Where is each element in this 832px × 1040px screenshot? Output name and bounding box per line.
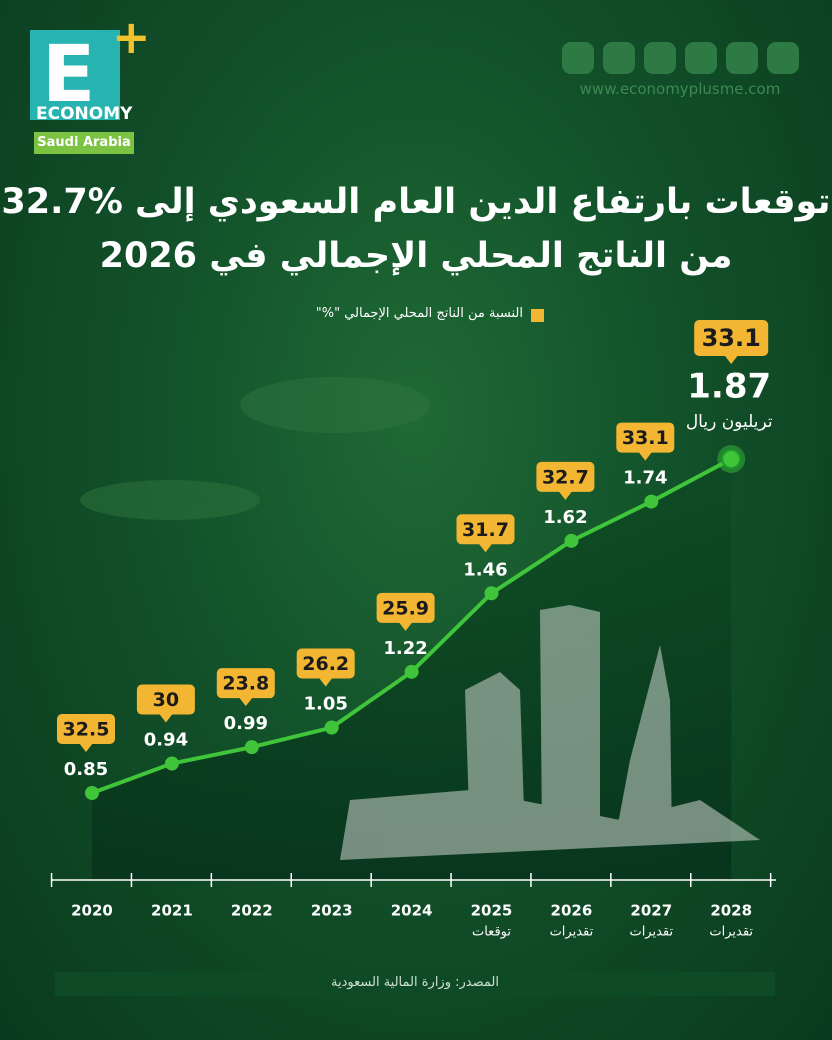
badge-pointer (158, 713, 173, 723)
legend-label: النسبة من الناتج المحلي الإجمالي "%" (315, 306, 523, 321)
badge-pointer (238, 697, 253, 707)
point (244, 740, 259, 755)
badge-pointer (398, 621, 413, 631)
x-tick-label: 2028 (710, 902, 752, 920)
category-note: تقديرات (629, 925, 673, 940)
x-tick-label: 2022 (231, 902, 273, 920)
skyline (340, 605, 760, 860)
value-label: 1.87 (687, 367, 771, 407)
badge-pointer (478, 543, 493, 553)
badge-pointer (318, 677, 333, 687)
point (644, 494, 659, 509)
source-bar (55, 972, 775, 996)
chart-subtitle: من الناتج المحلي الإجمالي في 2026 (99, 236, 733, 276)
source: المصدر: وزارة المالية السعودية (331, 975, 499, 990)
logo-region: Saudi Arabia (34, 132, 134, 154)
social-icon (767, 42, 799, 74)
badge (136, 684, 195, 715)
x-tick-label: 2020 (71, 902, 113, 920)
website: www.economyplusme.com (579, 80, 781, 98)
badge (376, 592, 435, 623)
value-label: 0.94 (144, 730, 188, 751)
value-label: 0.99 (224, 713, 268, 734)
social-icon (603, 42, 635, 74)
percent-label: 31.7 (462, 519, 509, 541)
badge (616, 422, 675, 453)
x-tick-label: 2021 (151, 902, 193, 920)
percent-label: 32.5 (63, 719, 110, 741)
value-label: 1.05 (303, 694, 347, 715)
category-note: تقديرات (550, 925, 594, 940)
chart-title: توقعات بارتفاع الدين العام السعودي إلى %… (1, 182, 831, 222)
badge-pointer (558, 490, 573, 500)
logo-plus: + (112, 10, 151, 64)
percent-label: 26.2 (302, 653, 349, 675)
logo-word: ECONOMY (36, 104, 133, 124)
percent-label: 23.8 (222, 673, 269, 695)
category-note: تقديرات (709, 925, 753, 940)
social-icons (562, 42, 799, 74)
percent-label: 32.7 (542, 466, 589, 488)
category-note: توقعات (472, 925, 511, 940)
point (484, 586, 499, 601)
badge-pointer (724, 355, 739, 364)
x-tick-label: 2025 (471, 902, 513, 920)
unit-label: تريليون ريال (686, 412, 773, 432)
value-label: 1.74 (623, 468, 667, 489)
point (404, 664, 419, 679)
percent-label: 30 (153, 689, 179, 711)
percent-label: 25.9 (382, 597, 429, 619)
logo-letter: E (42, 30, 96, 120)
badge (216, 668, 275, 699)
x-tick-label: 2027 (630, 902, 672, 920)
point (721, 449, 742, 469)
point (564, 533, 579, 548)
clouds (80, 377, 430, 520)
point (324, 720, 339, 735)
social-icon (685, 42, 717, 74)
value-label: 1.62 (543, 507, 587, 528)
social-icon (644, 42, 676, 74)
badge-pointer (79, 743, 93, 752)
percent-label: 33.1 (702, 324, 761, 352)
point (164, 756, 179, 771)
badge (694, 320, 769, 356)
percent-label: 33.1 (622, 427, 669, 449)
badge (296, 648, 355, 679)
x-tick-label: 2026 (551, 902, 593, 920)
badge (536, 461, 595, 492)
value-label: 1.22 (383, 638, 427, 659)
value-label: 0.85 (64, 759, 108, 780)
social-icon (562, 42, 594, 74)
badge (456, 514, 515, 545)
point (85, 786, 99, 800)
badge-pointer (638, 451, 653, 461)
x-tick-label: 2023 (311, 902, 353, 920)
x-tick-label: 2024 (391, 902, 433, 920)
badge (57, 714, 115, 744)
logo-block (30, 30, 120, 120)
social-icon (726, 42, 758, 74)
legend-swatch (531, 309, 544, 322)
value-label: 1.46 (463, 559, 507, 580)
